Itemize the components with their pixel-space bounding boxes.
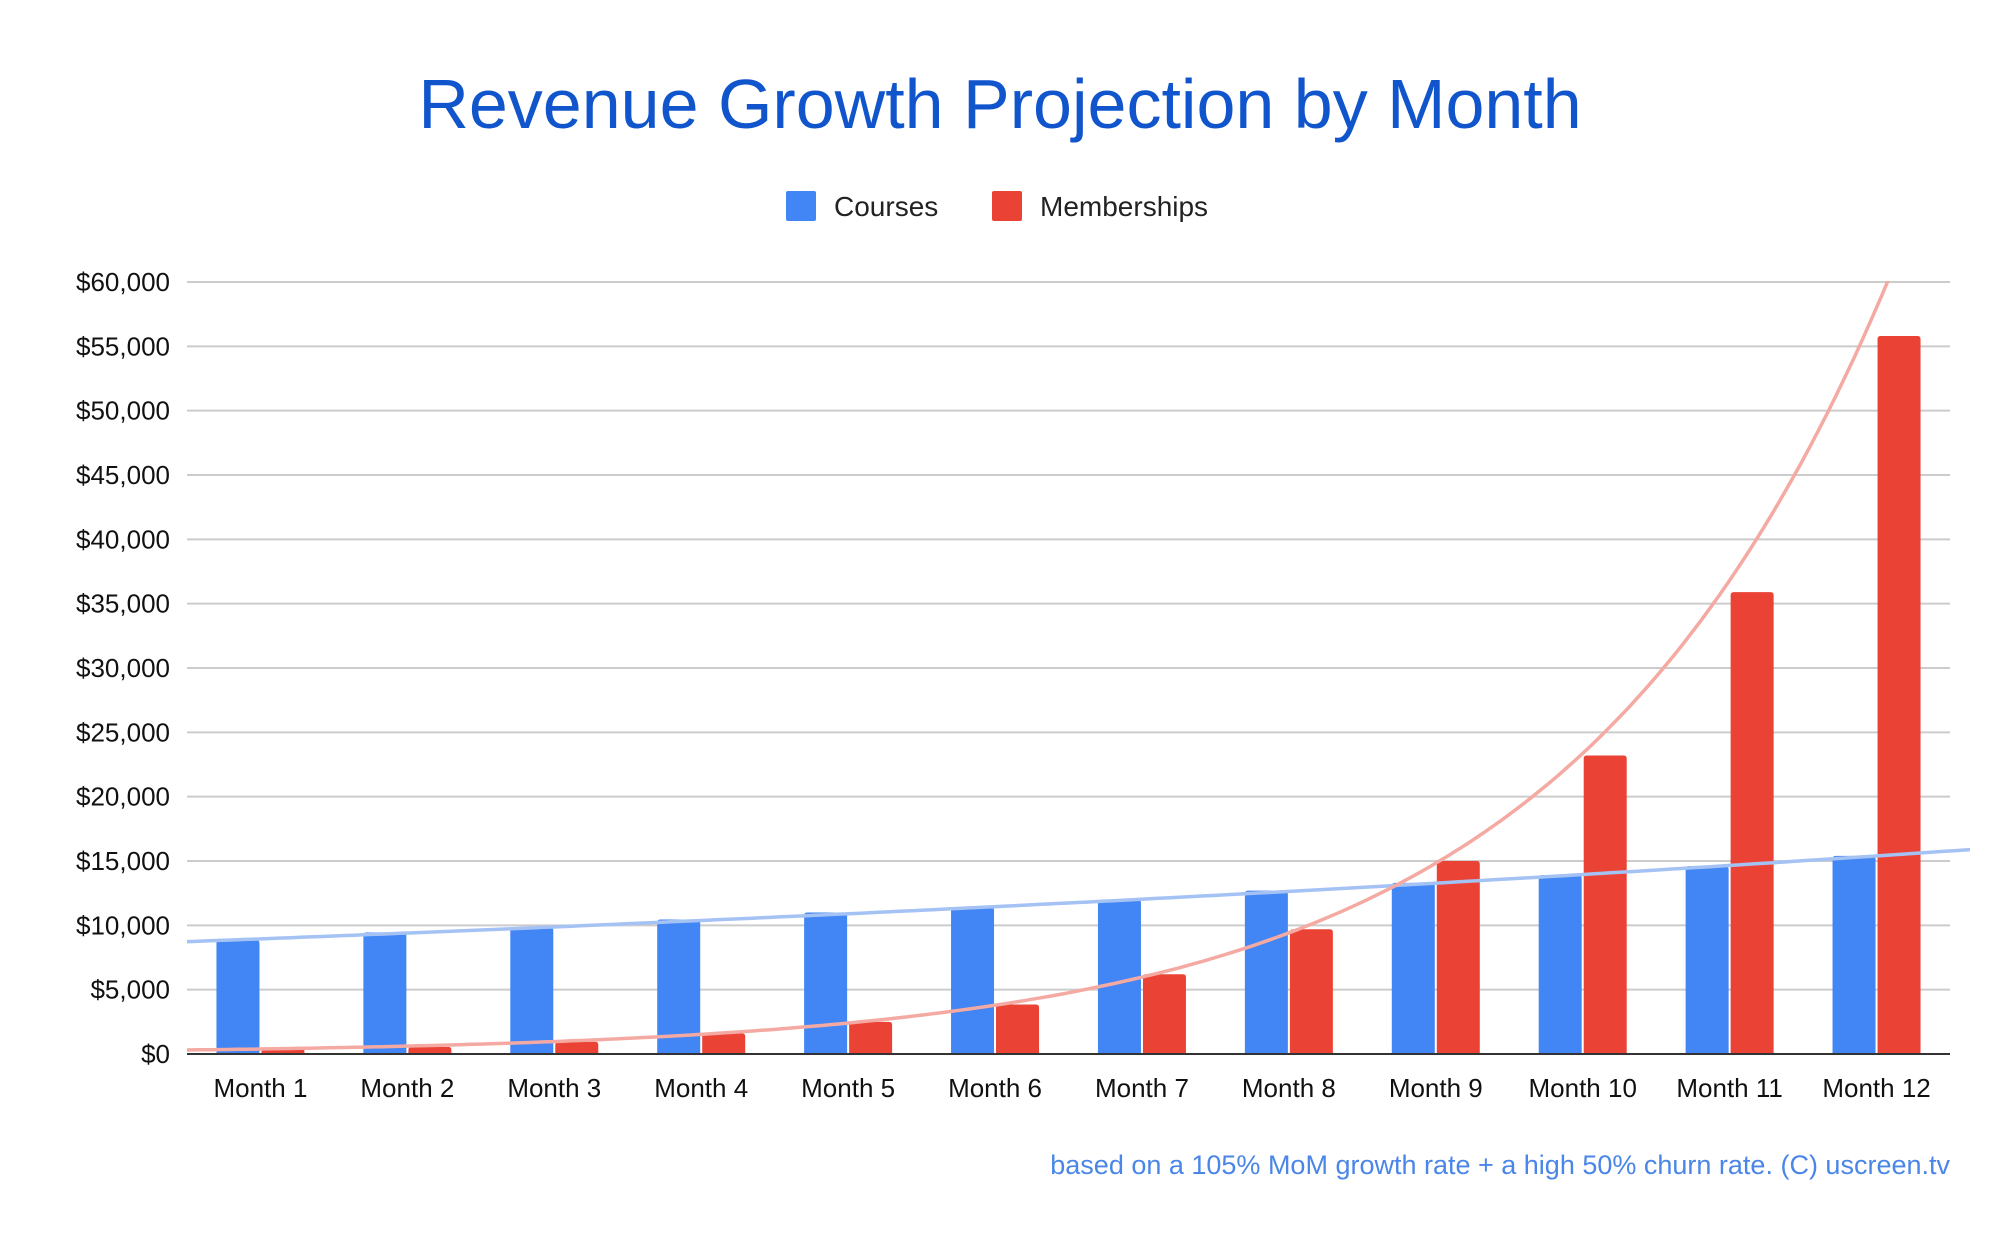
bar-memberships-3	[555, 1041, 599, 1054]
x-tick-label: Month 1	[213, 1073, 307, 1103]
y-tick-label: $15,000	[76, 846, 170, 876]
legend: Courses Memberships	[786, 191, 1208, 222]
bar-memberships-12	[1877, 336, 1921, 1054]
trendline-courses	[187, 847, 1970, 944]
legend-swatch-memberships	[992, 191, 1022, 221]
y-tick-label: $30,000	[76, 653, 170, 683]
gridlines	[187, 281, 1950, 991]
y-tick-label: $55,000	[76, 331, 170, 361]
x-tick-label: Month 11	[1676, 1073, 1782, 1103]
legend-swatch-courses	[786, 191, 816, 221]
y-tick-label: $50,000	[76, 396, 170, 426]
y-tick-label: $35,000	[76, 589, 170, 619]
x-tick-label: Month 6	[948, 1073, 1042, 1103]
bar-courses-9	[1391, 882, 1435, 1054]
x-tick-label: Month 8	[1242, 1073, 1336, 1103]
bar-courses-4	[657, 919, 701, 1054]
bar-courses-7	[1097, 899, 1141, 1054]
bar-memberships-5	[849, 1021, 893, 1054]
bar-courses-6	[951, 907, 995, 1054]
bar-memberships-6	[996, 1004, 1040, 1054]
x-tick-label: Month 5	[801, 1073, 895, 1103]
bars	[216, 336, 1921, 1054]
chart-title: Revenue Growth Projection by Month	[418, 65, 1581, 143]
y-tick-label: $0	[141, 1039, 170, 1069]
bar-memberships-9	[1436, 861, 1480, 1054]
y-tick-label: $10,000	[76, 910, 170, 940]
bar-courses-5	[804, 912, 848, 1054]
x-tick-label: Month 7	[1095, 1073, 1189, 1103]
legend-label-memberships: Memberships	[1040, 191, 1208, 222]
bar-courses-1	[216, 940, 260, 1054]
bar-courses-10	[1538, 875, 1582, 1054]
chart-footnote: based on a 105% MoM growth rate + a high…	[1050, 1150, 1950, 1180]
x-tick-label: Month 2	[360, 1073, 454, 1103]
bar-memberships-10	[1583, 755, 1627, 1054]
bar-courses-2	[363, 932, 407, 1054]
bar-courses-11	[1685, 866, 1729, 1054]
y-tick-label: $60,000	[76, 267, 170, 297]
bar-memberships-4	[702, 1033, 746, 1054]
y-tick-label: $5,000	[90, 975, 170, 1005]
bar-courses-8	[1244, 890, 1288, 1054]
bar-memberships-7	[1142, 974, 1186, 1054]
x-axis-ticks: Month 1 Month 2 Month 3 Month 4 Month 5 Month…	[213, 1073, 1930, 1103]
y-axis-ticks: $0 $5,000 $10,000 $15,000 $20,000 $25,000 $30,…	[76, 267, 170, 1069]
y-tick-label: $40,000	[76, 524, 170, 554]
bar-memberships-11	[1730, 592, 1774, 1054]
y-tick-label: $25,000	[76, 717, 170, 747]
x-tick-label: Month 10	[1529, 1073, 1637, 1103]
bar-courses-3	[510, 927, 554, 1054]
bar-memberships-2	[408, 1046, 452, 1054]
y-tick-label: $45,000	[76, 460, 170, 490]
bar-courses-12	[1832, 855, 1876, 1054]
legend-label-courses: Courses	[834, 191, 938, 222]
bar-memberships-8	[1289, 929, 1333, 1054]
x-tick-label: Month 4	[654, 1073, 748, 1103]
x-tick-label: Month 12	[1822, 1073, 1930, 1103]
trendline-memberships	[187, 281, 1890, 1052]
trendlines	[187, 281, 1970, 1052]
x-tick-label: Month 9	[1389, 1073, 1483, 1103]
y-tick-label: $20,000	[76, 782, 170, 812]
x-tick-label: Month 3	[507, 1073, 601, 1103]
